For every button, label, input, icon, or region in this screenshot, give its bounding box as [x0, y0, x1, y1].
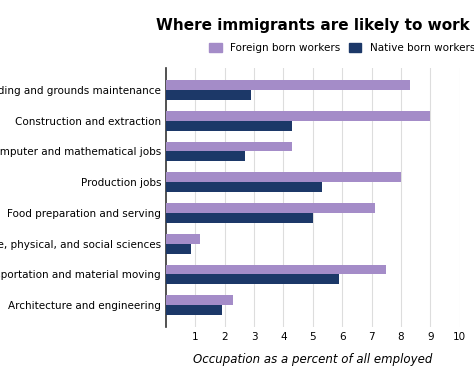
Title: Where immigrants are likely to work: Where immigrants are likely to work: [156, 17, 470, 33]
Bar: [166, 264, 386, 274]
Bar: [166, 305, 222, 315]
Bar: [166, 173, 401, 182]
Bar: [166, 244, 191, 253]
Bar: [166, 182, 322, 192]
Legend: Foreign born workers, Native born workers: Foreign born workers, Native born worker…: [206, 40, 474, 56]
Bar: [166, 213, 313, 223]
Bar: [166, 90, 251, 100]
Bar: [166, 234, 200, 244]
Bar: [166, 203, 374, 213]
Bar: [166, 142, 292, 152]
Bar: [166, 121, 292, 131]
Bar: [166, 111, 430, 121]
Bar: [166, 80, 410, 90]
Bar: [166, 274, 339, 284]
Bar: [166, 295, 234, 305]
Bar: [166, 152, 245, 162]
X-axis label: Occupation as a percent of all employed: Occupation as a percent of all employed: [193, 353, 433, 366]
